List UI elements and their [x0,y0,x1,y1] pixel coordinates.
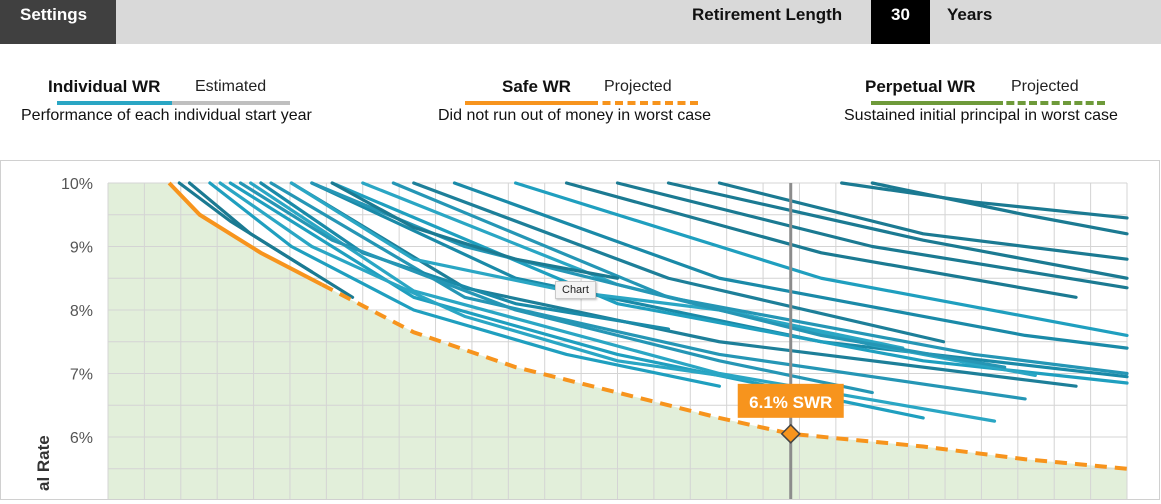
legend-perpetual-line [871,101,995,105]
safe-wr-projected-line [321,282,1128,471]
legend-individual-estimated-line [172,101,290,105]
individual-wr-line [666,181,1129,280]
legend-individual-title: Individual WR [48,77,161,96]
individual-wr-line [391,181,1129,376]
y-axis-label: al Rate [34,435,53,491]
y-tick-label: 6% [70,430,93,447]
y-tick-label: 8% [70,303,93,320]
swr-callout-label: 6.1% SWR [749,393,832,412]
individual-wr-line [717,181,1129,261]
legend-perpetual-desc: Sustained initial principal in worst cas… [844,107,1118,124]
withdrawal-rate-chart[interactable]: 10% 9% 8% 7% 6% 6.1% SWR al Rate [1,161,1159,499]
legend-individual-sub: Estimated [195,78,267,95]
y-tick-label: 9% [70,240,93,257]
individual-wr-line [840,181,1129,220]
individual-wr-line [269,181,1027,401]
individual-wr-line [412,181,946,344]
swr-callout-box [737,383,844,418]
y-tick-label: 7% [70,367,93,384]
legend-safe-sub: Projected [604,78,672,95]
individual-wr-line [238,181,874,395]
individual-wr-line [564,181,1078,299]
settings-button[interactable]: Settings [0,0,116,44]
legend-perpetual-projected-line [995,101,1105,105]
chart-tooltip: Chart [555,281,596,299]
legend-safe-line [465,101,590,105]
individual-wr-line [310,181,1007,369]
safe-wr-line [167,181,323,287]
swr-marker-diamond [780,423,801,444]
individual-wr-line [218,181,752,382]
individual-wr-line [208,181,722,388]
individual-wr-line [187,181,355,299]
legend-individual-desc: Performance of each individual start yea… [21,107,312,124]
individual-wr-line [310,181,1129,379]
top-bar: Settings Retirement Length 30 Years [0,0,1161,44]
legend-safe-desc: Did not run out of money in worst case [438,107,712,124]
chart-frame: 10% 9% 8% 7% 6% 6.1% SWR al Rate [0,160,1160,500]
individual-wr-line [452,181,1129,350]
legend-safe-projected-line [590,101,698,105]
individual-wr-line [330,181,620,280]
individual-wr-line [259,181,671,331]
legend-perpetual-sub: Projected [1011,78,1079,95]
legend-perpetual-title: Perpetual WR [865,77,976,96]
retirement-length-value[interactable]: 30 [871,0,930,44]
legend-individual-line [57,101,172,105]
retirement-length-unit: Years [947,5,993,24]
legend-safe-title: Safe WR [502,77,571,96]
individual-wr-line [870,181,1129,236]
retirement-length-label: Retirement Length [692,5,843,24]
individual-wr-line [249,181,997,423]
individual-wr-line [513,181,1129,337]
individual-wr-line [615,181,1129,290]
y-tick-label: 10% [61,176,93,193]
